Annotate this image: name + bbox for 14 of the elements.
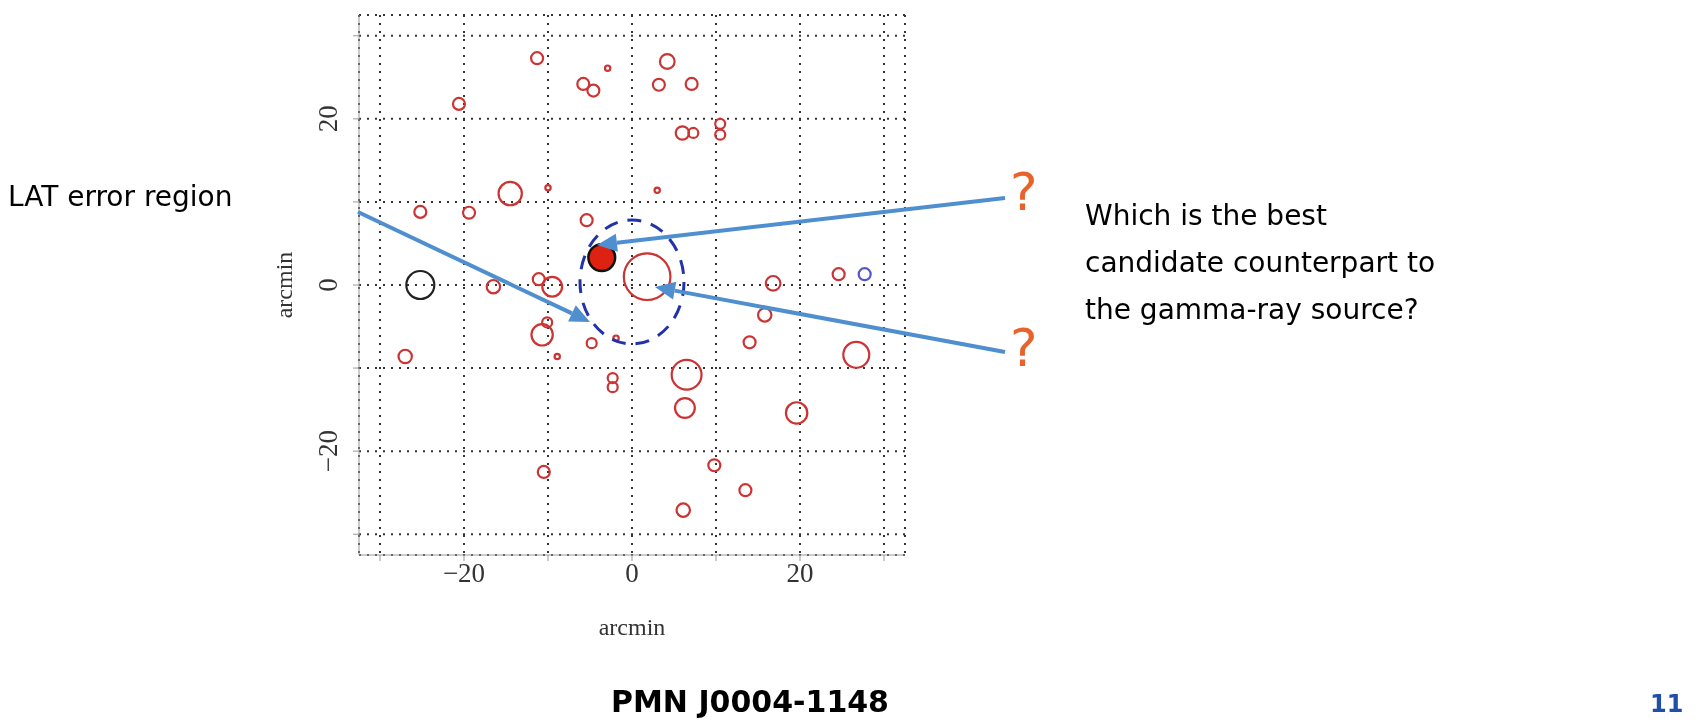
y-tick-label: 0 bbox=[313, 278, 343, 292]
text: Which is the best candidate counterpart to the gamma-ray source? bbox=[1085, 198, 1437, 328]
text: PMN J0004-1148 bbox=[610, 684, 890, 719]
x-tick-label: 0 bbox=[625, 558, 639, 589]
text: LAT error region bbox=[8, 180, 233, 213]
x-axis-title: arcmin bbox=[598, 614, 666, 640]
y-tick-label: −20 bbox=[313, 430, 343, 473]
text: ? bbox=[1010, 162, 1038, 222]
x-tick-label: −20 bbox=[442, 558, 486, 589]
x-tick-label: 20 bbox=[786, 558, 814, 589]
text: 11 bbox=[1650, 690, 1684, 718]
y-axis-title: arcmin bbox=[270, 251, 297, 319]
text: ? bbox=[1010, 318, 1038, 378]
y-tick-label: 20 bbox=[313, 105, 343, 133]
